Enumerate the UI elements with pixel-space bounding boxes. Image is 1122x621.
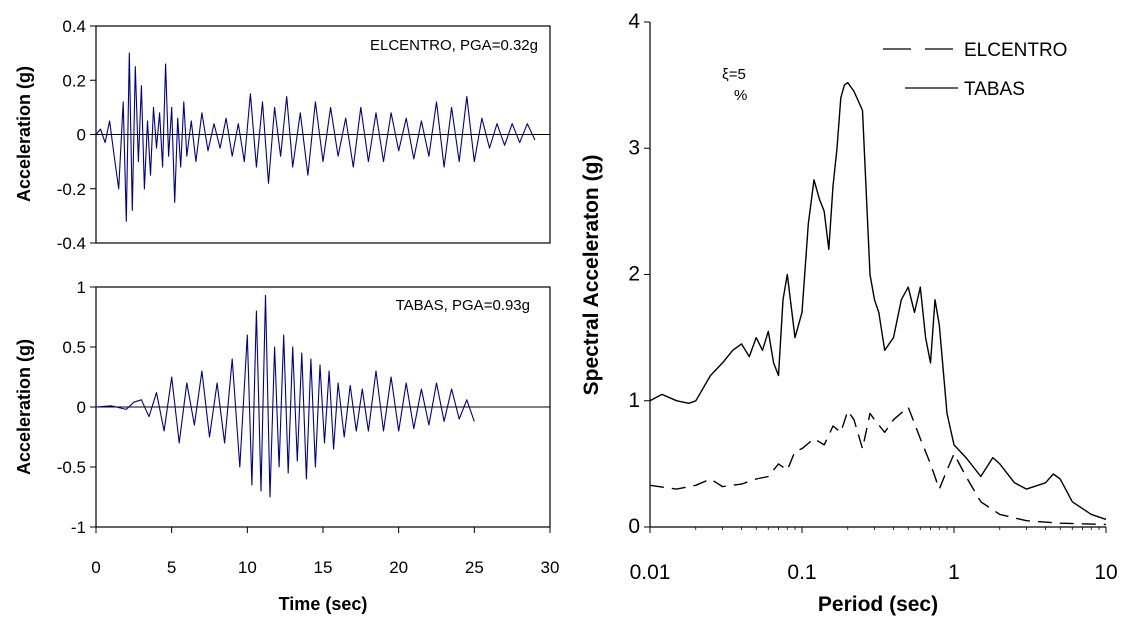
y-tick-label: 0 [628,515,640,538]
y-tick-label: -1 [71,518,86,537]
response-spectrum-panel: Spectral Acceleraton (g) Period (sec) ξ=… [580,10,1118,616]
series-line-p2 [95,294,475,498]
x-tick-label: 25 [465,558,484,577]
y-tick-label: 0.2 [62,71,86,90]
x-tick-label: 0.01 [630,561,671,584]
series-line-tabas [649,81,1107,521]
y-tick-label: 1 [628,389,640,412]
y-axis-label: Spectral Acceleraton (g) [580,155,603,396]
x-tick-label: 0 [91,558,100,577]
elcentro-time-history-panel: ELCENTRO, PGA=0.32g Acceleration (g) 0.4… [14,17,551,253]
x-axis-label: Time (sec) [279,594,368,614]
x-tick-label: 15 [314,558,333,577]
y-tick-label: 1 [77,278,86,297]
elcentro-pga-annotation: ELCENTRO, PGA=0.32g [370,37,538,54]
y-tick-label: 0.5 [62,338,86,357]
x-axis-label: Period (sec) [818,593,938,616]
x-tick-label: 20 [389,558,408,577]
x-tick-label: 30 [541,558,560,577]
y-axis-label: Acceleration (g) [14,339,34,475]
y-tick-label: -0.4 [57,234,86,253]
x-tick-label: 10 [1094,561,1117,584]
y-tick-label: 0.4 [62,17,86,36]
y-tick-label: -0.2 [57,180,86,199]
tabas-time-history-panel: TABAS, PGA=0.93g Acceleration (g) Time (… [14,278,559,614]
y-tick-label: -0.5 [57,458,86,477]
legend: ELCENTRO TABAS [883,40,1067,100]
x-tick-label: 0.1 [787,561,816,584]
legend-label-elcentro: ELCENTRO [964,40,1067,61]
y-tick-label: 0 [77,398,86,417]
x-tick-label: 1 [948,561,960,584]
y-axis-label: Acceleration (g) [14,66,34,202]
tabas-pga-annotation: TABAS, PGA=0.93g [396,297,530,314]
x-tick-label: 5 [167,558,176,577]
y-tick-label: 2 [628,263,640,286]
y-tick-label: 3 [628,136,640,159]
y-tick-label: 0 [77,126,86,145]
damping-annotation: ξ=5 [722,66,746,83]
y-tick-label: 4 [628,10,640,33]
damping-annotation-percent: % [734,87,747,104]
series-line-p1 [95,52,536,222]
series-line-elcentro [649,406,1107,526]
legend-label-tabas: TABAS [964,79,1025,100]
x-tick-label: 10 [238,558,257,577]
